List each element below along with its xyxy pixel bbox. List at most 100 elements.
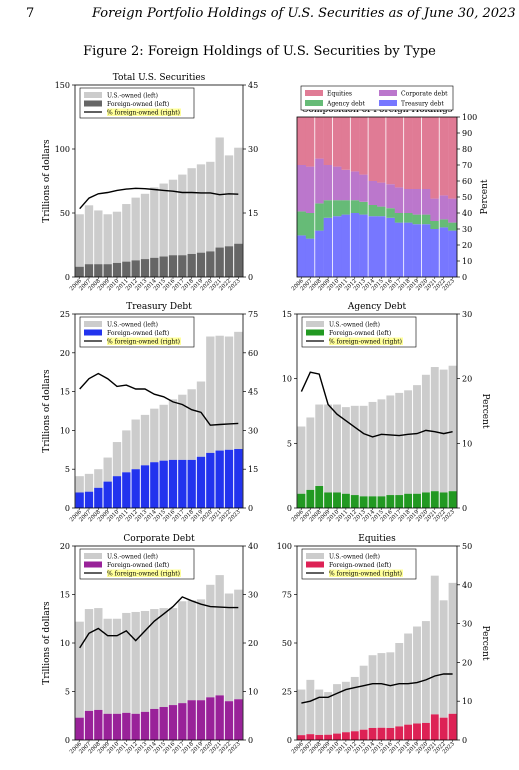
us-owned-bar — [112, 442, 122, 477]
composition-segment — [341, 214, 351, 277]
left-tick-label: 0 — [65, 273, 70, 282]
left-tick-label: 20 — [60, 349, 70, 358]
us-owned-bar — [75, 476, 84, 493]
legend: U.S.-owned (left)Foreign-owned (left) % f… — [301, 548, 417, 580]
us-owned-bar — [234, 331, 243, 450]
foreign-owned-bar — [430, 714, 439, 740]
us-owned-bar — [168, 608, 178, 706]
left-tick-label: 25 — [282, 688, 292, 697]
right-tick-label: 70 — [462, 161, 472, 170]
left-tick-label: 0 — [65, 504, 70, 513]
foreign-owned-bar — [386, 727, 395, 740]
composition-segment — [448, 117, 458, 199]
us-owned-bar — [159, 404, 168, 461]
legend-swatch-us-owned — [84, 553, 102, 559]
legend-swatch-us-owned — [84, 321, 102, 327]
composition-segment — [412, 189, 422, 215]
us-owned-bar — [196, 164, 206, 253]
legend: U.S.-owned (left)Foreign-owned (left) % f… — [301, 316, 417, 348]
running-title: Foreign Portfolio Holdings of U.S. Secur… — [92, 6, 516, 21]
foreign-owned-bar — [359, 496, 368, 508]
composition-segment — [412, 117, 422, 189]
legend-highlight — [107, 108, 181, 116]
foreign-owned-bar — [448, 491, 457, 508]
us-owned-bar — [131, 197, 140, 261]
pct-foreign-line — [79, 187, 239, 210]
us-owned-bar — [430, 575, 439, 715]
left-tick-label: 5 — [287, 439, 292, 448]
composition-segment — [430, 117, 440, 199]
composition-segment — [332, 216, 342, 277]
us-owned-bar — [350, 676, 359, 732]
us-owned-bar — [178, 601, 187, 704]
foreign-owned-bar — [421, 722, 430, 740]
composition-segment — [385, 208, 395, 218]
us-owned-bar — [187, 600, 196, 701]
left-tick-label: 10 — [60, 426, 70, 435]
pct-foreign-line — [300, 371, 453, 438]
us-owned-bar — [413, 385, 421, 494]
legend-swatch-foreign-owned — [84, 329, 102, 336]
left-tick-label: 75 — [282, 591, 292, 600]
composition-segment — [314, 230, 324, 277]
composition-segment — [305, 166, 315, 213]
right-tick-label: 30 — [248, 145, 258, 154]
us-owned-bar — [112, 211, 122, 263]
foreign-owned-bar — [84, 264, 94, 277]
us-owned-bar — [196, 599, 206, 701]
legend-label: Agency debt — [326, 101, 365, 108]
us-owned-bar — [234, 589, 243, 700]
foreign-owned-bar — [168, 255, 178, 277]
left-tick-label: 15 — [60, 388, 70, 397]
us-owned-bar — [234, 147, 243, 244]
left-tick-label: 150 — [55, 81, 70, 90]
legend-highlight — [107, 337, 181, 345]
us-owned-bar — [315, 689, 324, 735]
figure-title: Figure 2: Foreign Holdings of U.S. Secur… — [83, 44, 436, 59]
composition-segment — [368, 216, 378, 277]
us-owned-bar — [187, 168, 196, 254]
foreign-owned-bar — [122, 472, 131, 508]
composition-segment — [430, 221, 440, 229]
foreign-owned-bar — [150, 257, 159, 277]
foreign-owned-bar — [187, 459, 196, 508]
us-owned-bar — [178, 174, 187, 256]
composition-segment — [297, 165, 307, 212]
foreign-owned-bar — [196, 700, 206, 740]
chart-title: Total U.S. Securities — [113, 73, 206, 83]
us-owned-bar — [306, 679, 315, 735]
plot-frame — [74, 84, 244, 278]
legend-label: Foreign-owned (left) — [329, 330, 391, 337]
foreign-owned-bar — [234, 449, 243, 508]
composition-segment — [421, 117, 431, 189]
chart-title: Treasury Debt — [126, 302, 192, 312]
foreign-owned-bar — [112, 476, 122, 508]
right-tick-label: 20 — [462, 658, 472, 667]
composition-segment — [314, 158, 324, 204]
us-owned-bar — [206, 336, 215, 453]
foreign-owned-bar — [439, 492, 448, 508]
foreign-owned-bar — [168, 705, 178, 740]
foreign-owned-bar — [206, 697, 215, 740]
foreign-owned-bar — [94, 709, 103, 740]
composition-segment — [314, 203, 324, 231]
us-owned-bar — [215, 335, 224, 451]
left-tick-label: 15 — [282, 310, 292, 319]
composition-segment — [359, 117, 369, 175]
composition-segment — [297, 117, 307, 165]
us-owned-bar — [94, 469, 103, 488]
right-tick-label: 0 — [248, 273, 253, 282]
us-owned-bar — [215, 137, 224, 248]
composition-segment — [332, 117, 342, 167]
composition-segment — [368, 181, 378, 205]
us-owned-bar — [395, 392, 404, 496]
us-owned-bar — [430, 367, 439, 492]
us-owned-bar — [159, 183, 168, 257]
right-tick-label: 40 — [462, 209, 472, 218]
foreign-owned-bar — [112, 262, 122, 277]
foreign-owned-bar — [368, 496, 377, 508]
us-owned-bar — [178, 394, 187, 460]
foreign-owned-bar — [150, 708, 159, 740]
right-tick-label: 15 — [248, 465, 258, 474]
legend: U.S.-owned (left)Foreign-owned (left) % f… — [79, 548, 195, 580]
